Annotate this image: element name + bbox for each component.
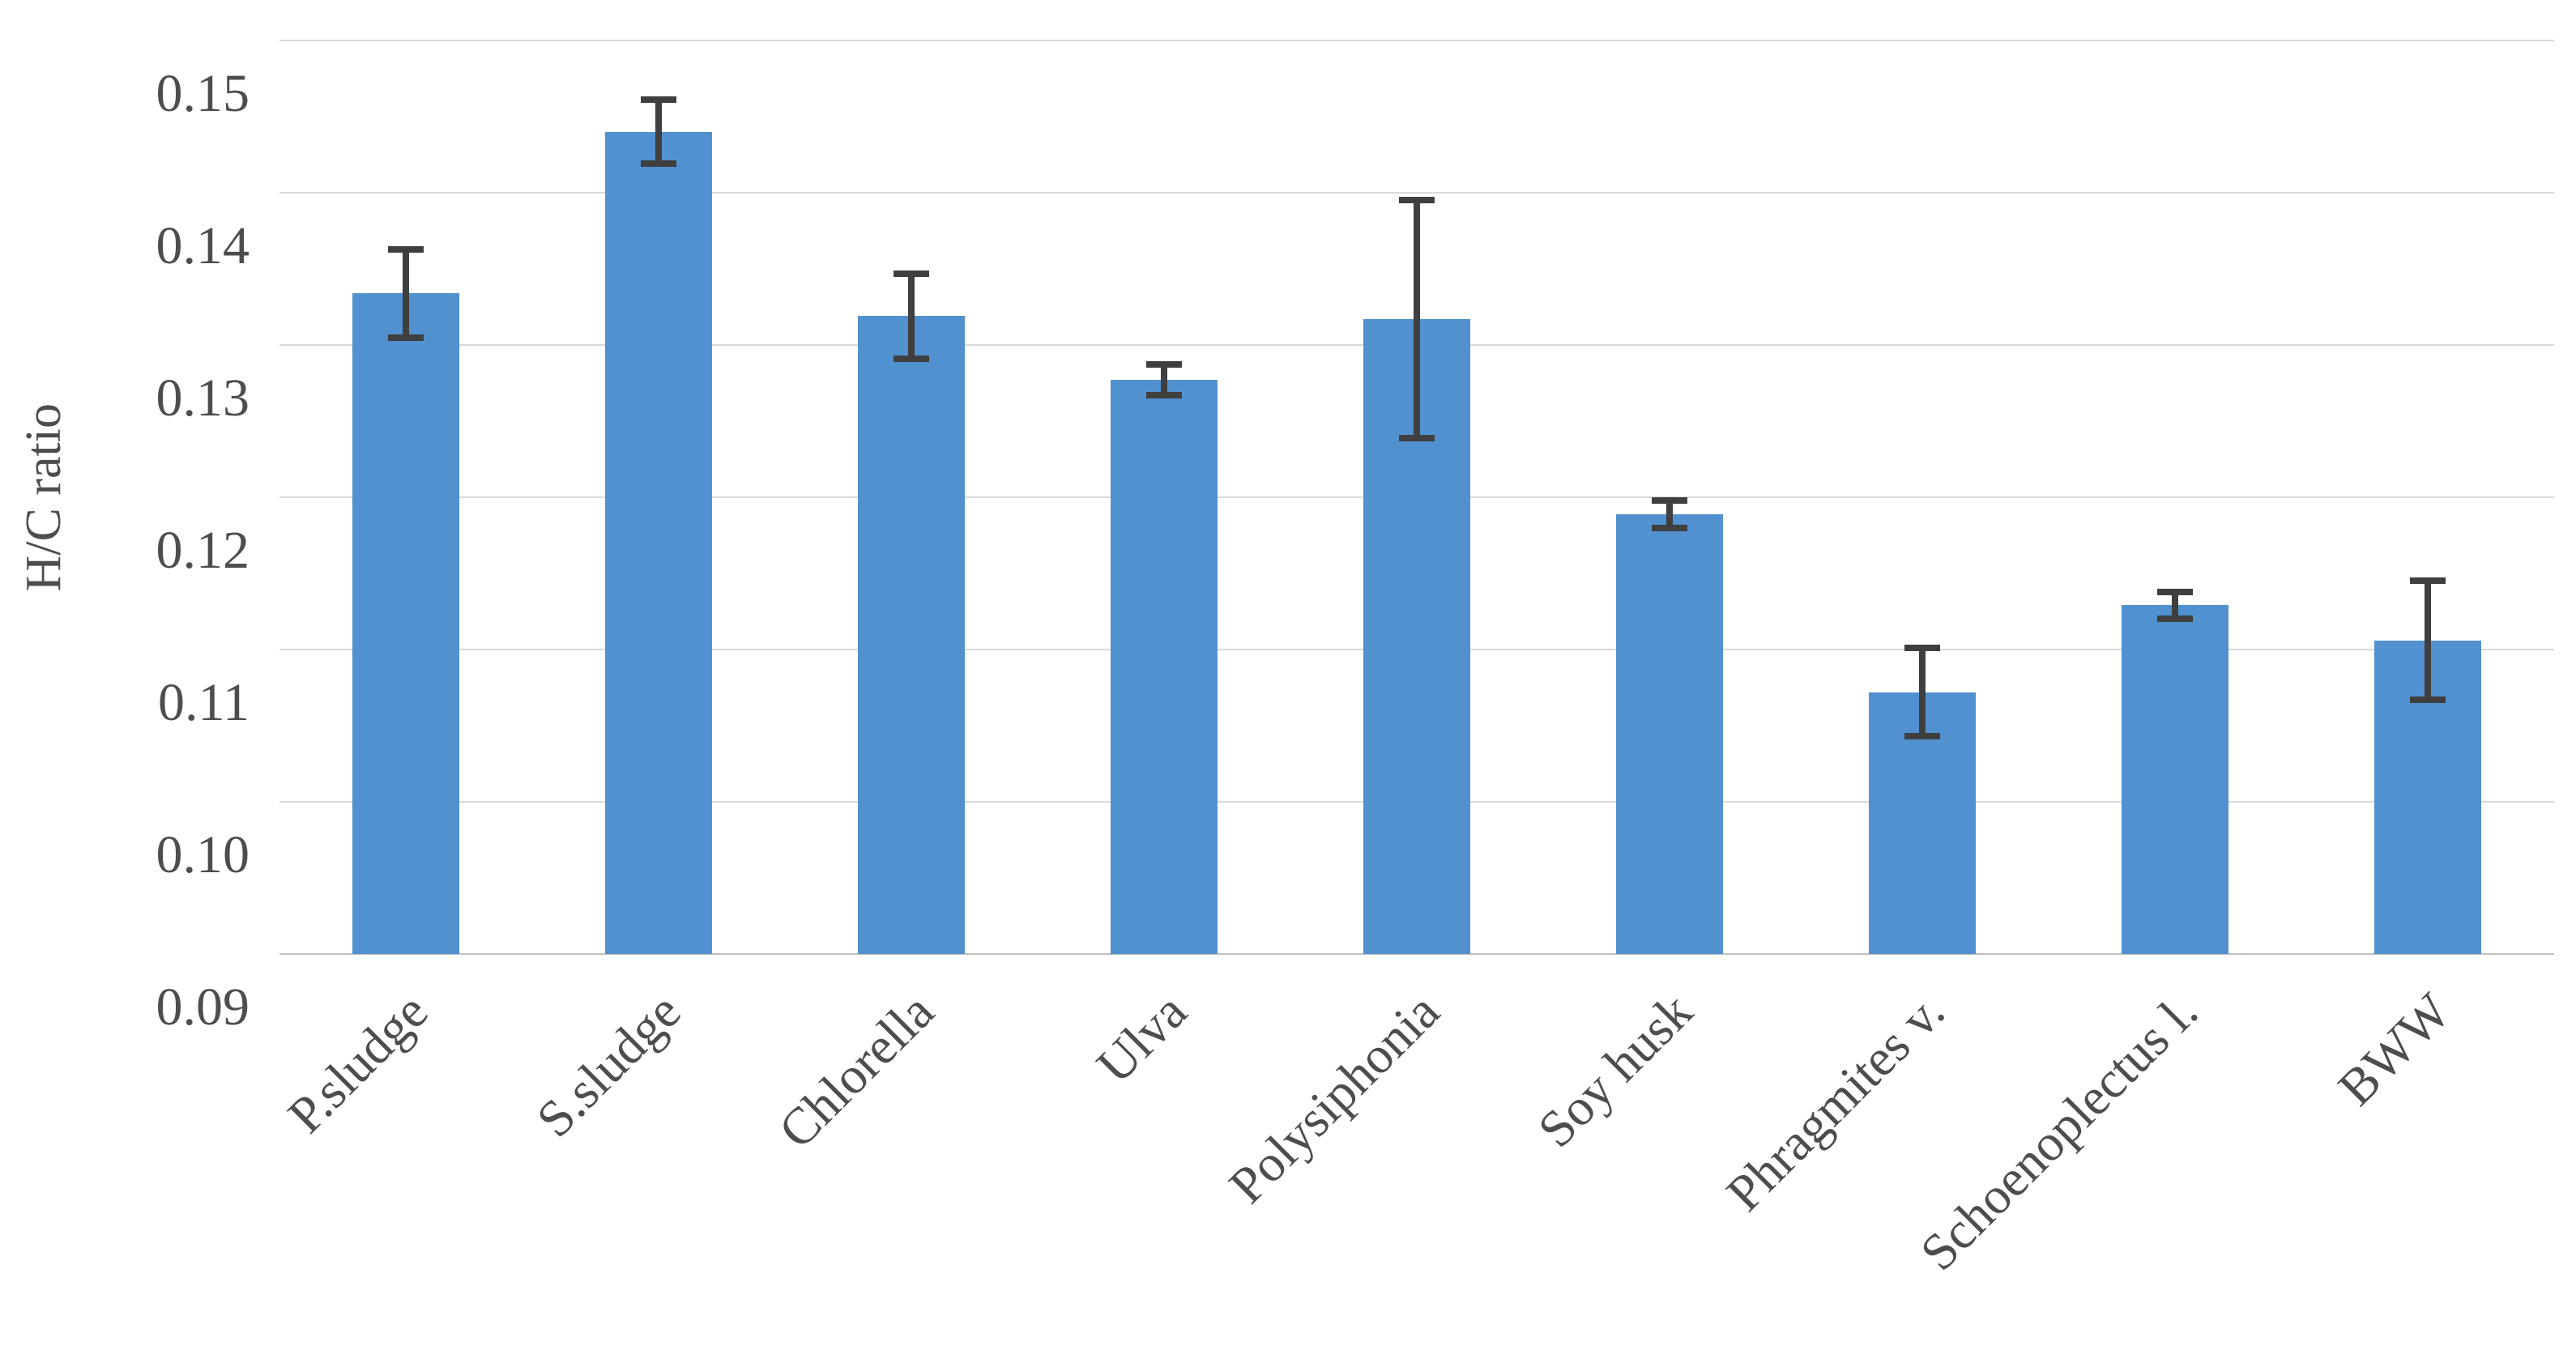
y-tick-0.15: 0.15: [156, 64, 250, 123]
y-tick-0.13: 0.13: [156, 368, 250, 428]
bar-s-sludge: [605, 131, 712, 954]
x-label-s-sludge: S.sludge: [526, 982, 692, 1148]
y-tick-0.09: 0.09: [156, 978, 250, 1037]
error-bar-phragmites-v: [1919, 648, 1926, 737]
x-label-chlorella: Chlorella: [767, 982, 945, 1160]
error-bar-polysiphonia: [1414, 200, 1420, 438]
error-bar-soy-husk: [1666, 500, 1673, 528]
error-cap-bottom-ulva: [1146, 392, 1182, 399]
error-cap-top-p-sludge: [388, 245, 424, 253]
x-label-bww: BWW: [2327, 982, 2461, 1117]
plot-area: [279, 40, 2554, 955]
y-tick-0.14: 0.14: [156, 216, 250, 275]
error-cap-bottom-chlorella: [893, 355, 929, 362]
gridline-0.15: [279, 40, 2554, 41]
error-cap-bottom-polysiphonia: [1399, 434, 1435, 441]
bar-ulva: [1111, 380, 1218, 954]
error-cap-top-schoenoplectus-l: [2157, 588, 2193, 595]
y-axis-tick-labels: 0.15 0.14 0.13 0.12 0.11 0.10 0.09: [0, 0, 250, 1346]
error-cap-bottom-soy-husk: [1652, 524, 1687, 531]
error-cap-top-ulva: [1146, 361, 1182, 368]
bar-p-sludge: [352, 293, 459, 954]
y-tick-0.12: 0.12: [156, 521, 250, 580]
bar-chlorella: [858, 316, 965, 954]
error-cap-top-s-sludge: [641, 96, 676, 104]
error-bar-schoenoplectus-l: [2172, 591, 2178, 620]
x-label-soy-husk: Soy husk: [1526, 982, 1703, 1159]
error-cap-top-phragmites-v: [1904, 645, 1940, 652]
x-label-polysiphonia: Polysiphonia: [1218, 982, 1450, 1215]
bar-schoenoplectus-l: [2122, 605, 2228, 954]
gridline-0.09: [279, 953, 2554, 955]
error-cap-top-polysiphonia: [1399, 197, 1435, 204]
error-bar-bww: [2425, 581, 2431, 701]
error-cap-bottom-s-sludge: [641, 160, 676, 168]
y-tick-0.10: 0.10: [156, 825, 250, 884]
x-axis-labels: P.sludge S.sludge Chlorella Ulva Polysiphoni…: [277, 982, 2554, 1346]
error-cap-bottom-schoenoplectus-l: [2157, 615, 2193, 623]
error-bar-chlorella: [908, 273, 915, 359]
error-bar-s-sludge: [655, 100, 662, 164]
error-cap-bottom-bww: [2410, 696, 2446, 704]
y-tick-0.11: 0.11: [157, 673, 249, 732]
error-cap-bottom-p-sludge: [388, 334, 424, 341]
error-bar-p-sludge: [403, 249, 409, 338]
gridline-0.14: [279, 192, 2554, 194]
error-cap-top-bww: [2410, 577, 2446, 585]
error-cap-bottom-phragmites-v: [1904, 733, 1940, 740]
x-label-ulva: Ulva: [1085, 982, 1197, 1094]
error-bar-ulva: [1161, 364, 1167, 396]
x-label-p-sludge: P.sludge: [277, 982, 439, 1144]
error-cap-top-soy-husk: [1652, 496, 1687, 504]
bar-soy-husk: [1616, 513, 1723, 954]
error-cap-top-chlorella: [893, 270, 929, 277]
x-label-phragmites-v: Phragmites v.: [1715, 982, 1955, 1222]
